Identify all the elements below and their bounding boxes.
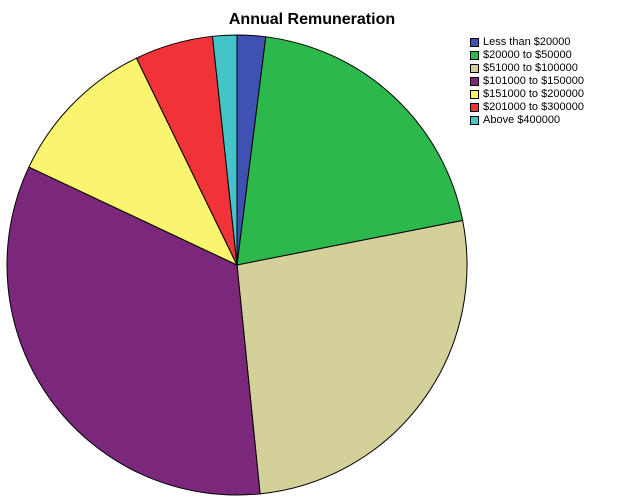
legend-label: $20000 to $50000 — [483, 49, 572, 61]
chart-title-text: Annual Remuneration — [228, 11, 396, 28]
pie-slice-2 — [236, 36, 464, 266]
legend-label: $101000 to $150000 — [483, 75, 584, 87]
legend-label: $151000 to $200000 — [483, 88, 584, 100]
legend-label: Less than $20000 — [483, 36, 571, 48]
legend-swatch — [470, 64, 479, 73]
legend-swatch — [470, 103, 479, 112]
chart-title: Annual Remuneration — [0, 11, 626, 29]
pie-slice-4 — [6, 166, 261, 496]
legend-item: $101000 to $150000 — [470, 75, 584, 88]
legend-swatch — [470, 90, 479, 99]
legend-swatch — [470, 77, 479, 86]
pie-slice-7 — [211, 34, 238, 266]
pie-slice-5 — [28, 57, 239, 267]
legend-item: Above $400000 — [470, 114, 584, 127]
legend-item: $151000 to $200000 — [470, 88, 584, 101]
legend-item: Less than $20000 — [470, 36, 584, 49]
chart-legend: Less than $20000 $20000 to $50000 $51000 t… — [470, 36, 584, 127]
legend-label: Above $400000 — [483, 114, 561, 126]
legend-item: $20000 to $50000 — [470, 49, 584, 62]
pie-slice-3 — [236, 219, 468, 495]
legend-item: $51000 to $100000 — [470, 62, 584, 75]
legend-label: $201000 to $300000 — [483, 101, 584, 113]
legend-swatch — [470, 38, 479, 47]
legend-swatch — [470, 116, 479, 125]
legend-item: $201000 to $300000 — [470, 101, 584, 114]
legend-label: $51000 to $100000 — [483, 62, 578, 74]
legend-swatch — [470, 51, 479, 60]
